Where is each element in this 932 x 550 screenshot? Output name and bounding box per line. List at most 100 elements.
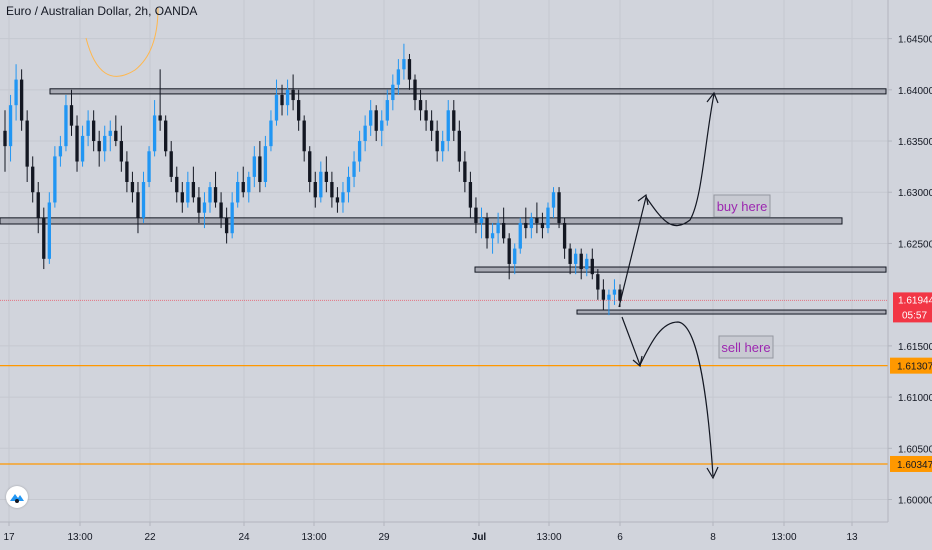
candle-body [191, 182, 196, 198]
candle [540, 212, 545, 239]
candle-body [97, 141, 101, 152]
level-badge-box [890, 455, 932, 472]
x-tick-label: 13:00 [301, 532, 326, 543]
candle-body [269, 120, 273, 147]
candle-body [241, 182, 245, 193]
arrowhead-buy-1 [637, 193, 649, 206]
candle [524, 207, 528, 239]
candle [319, 161, 323, 203]
y-tick-label: 1.60000 [898, 496, 932, 507]
candle [568, 243, 572, 275]
candle [324, 156, 329, 193]
candle [468, 171, 473, 218]
candle-body [407, 59, 412, 80]
candle [435, 120, 439, 162]
candle [424, 100, 428, 131]
candle [369, 100, 373, 136]
time-axis[interactable]: 17 13:00 22 24 13:00 29 Jul 13:00 6 8 13:00 13 [0, 521, 888, 543]
candle [396, 59, 401, 95]
candle-body [202, 202, 207, 213]
candle-body [585, 258, 589, 270]
candle [80, 125, 85, 167]
candle [352, 151, 356, 188]
candle [3, 110, 7, 172]
arrowhead-sell-2 [706, 466, 719, 480]
candle-body [136, 192, 140, 218]
candle-body [346, 176, 351, 193]
candle-body [463, 161, 467, 182]
candle-body [369, 110, 373, 126]
candle-body [274, 94, 279, 121]
candle-body [496, 222, 500, 234]
candle [385, 89, 389, 126]
candle [169, 141, 173, 182]
candle [441, 130, 445, 162]
candle [302, 115, 306, 162]
candle-body [612, 289, 617, 295]
candle [296, 89, 301, 131]
candle [114, 115, 118, 147]
candle [335, 187, 340, 213]
candle [219, 192, 223, 229]
logo-icon[interactable] [6, 486, 28, 508]
candle-body [119, 141, 124, 162]
candle [496, 212, 500, 244]
candle-body [180, 192, 184, 203]
candle-body [14, 79, 18, 106]
candle-body [391, 84, 395, 101]
candle [557, 187, 561, 229]
sell-note-text: sell here [721, 340, 770, 355]
y-tick-label: 1.63000 [898, 188, 932, 199]
candle [513, 243, 517, 275]
candle-body [546, 207, 550, 229]
arrowhead-buy-2 [706, 91, 719, 104]
zone-middle-zone[interactable] [0, 217, 843, 225]
candle [14, 64, 18, 121]
candle [236, 171, 240, 208]
candle [380, 110, 384, 147]
level-badge-label: 1.60347 [897, 460, 932, 471]
candle [551, 187, 556, 218]
zone-resistance-top[interactable] [49, 88, 887, 95]
zones [0, 88, 887, 315]
candle-body [80, 135, 85, 162]
candle [186, 171, 190, 208]
candle [197, 187, 201, 223]
candle [269, 110, 273, 152]
candle-body [86, 120, 90, 136]
candle-body [158, 115, 162, 121]
candle [258, 141, 262, 193]
buy-note[interactable]: buy here [713, 194, 771, 218]
candle-body [380, 120, 384, 131]
level-badge-label: 1.61307 [897, 362, 932, 373]
candle-body [208, 187, 212, 203]
x-tick-label: 17 [3, 532, 15, 543]
candle-body [562, 222, 567, 249]
candle [346, 166, 351, 203]
candle-body [363, 125, 367, 142]
sell-note[interactable]: sell here [718, 335, 774, 359]
price-axis[interactable]: 1.64500 1.64000 1.63500 1.63000 1.62500 1.615… [887, 0, 932, 522]
level-badges: 1.61307 1.60347 [890, 357, 932, 472]
candle-body [224, 217, 229, 234]
level-badge-box [890, 357, 932, 374]
candle [164, 115, 168, 157]
candle [64, 94, 68, 152]
candle-body [324, 171, 329, 182]
zone-support-upper[interactable] [474, 266, 887, 273]
candle-body [413, 79, 417, 101]
zone-support-lower[interactable] [576, 309, 887, 315]
candle-body [19, 79, 24, 121]
candle-body [91, 120, 96, 142]
candle-body [374, 110, 378, 131]
candle-body [607, 294, 611, 300]
candle [562, 217, 567, 259]
candle [474, 197, 478, 234]
candle-body [551, 192, 556, 208]
candle [213, 171, 218, 208]
current-price-badge-box [893, 292, 932, 323]
candle-body [441, 141, 445, 152]
candle [263, 135, 268, 188]
candle-body [31, 166, 35, 193]
